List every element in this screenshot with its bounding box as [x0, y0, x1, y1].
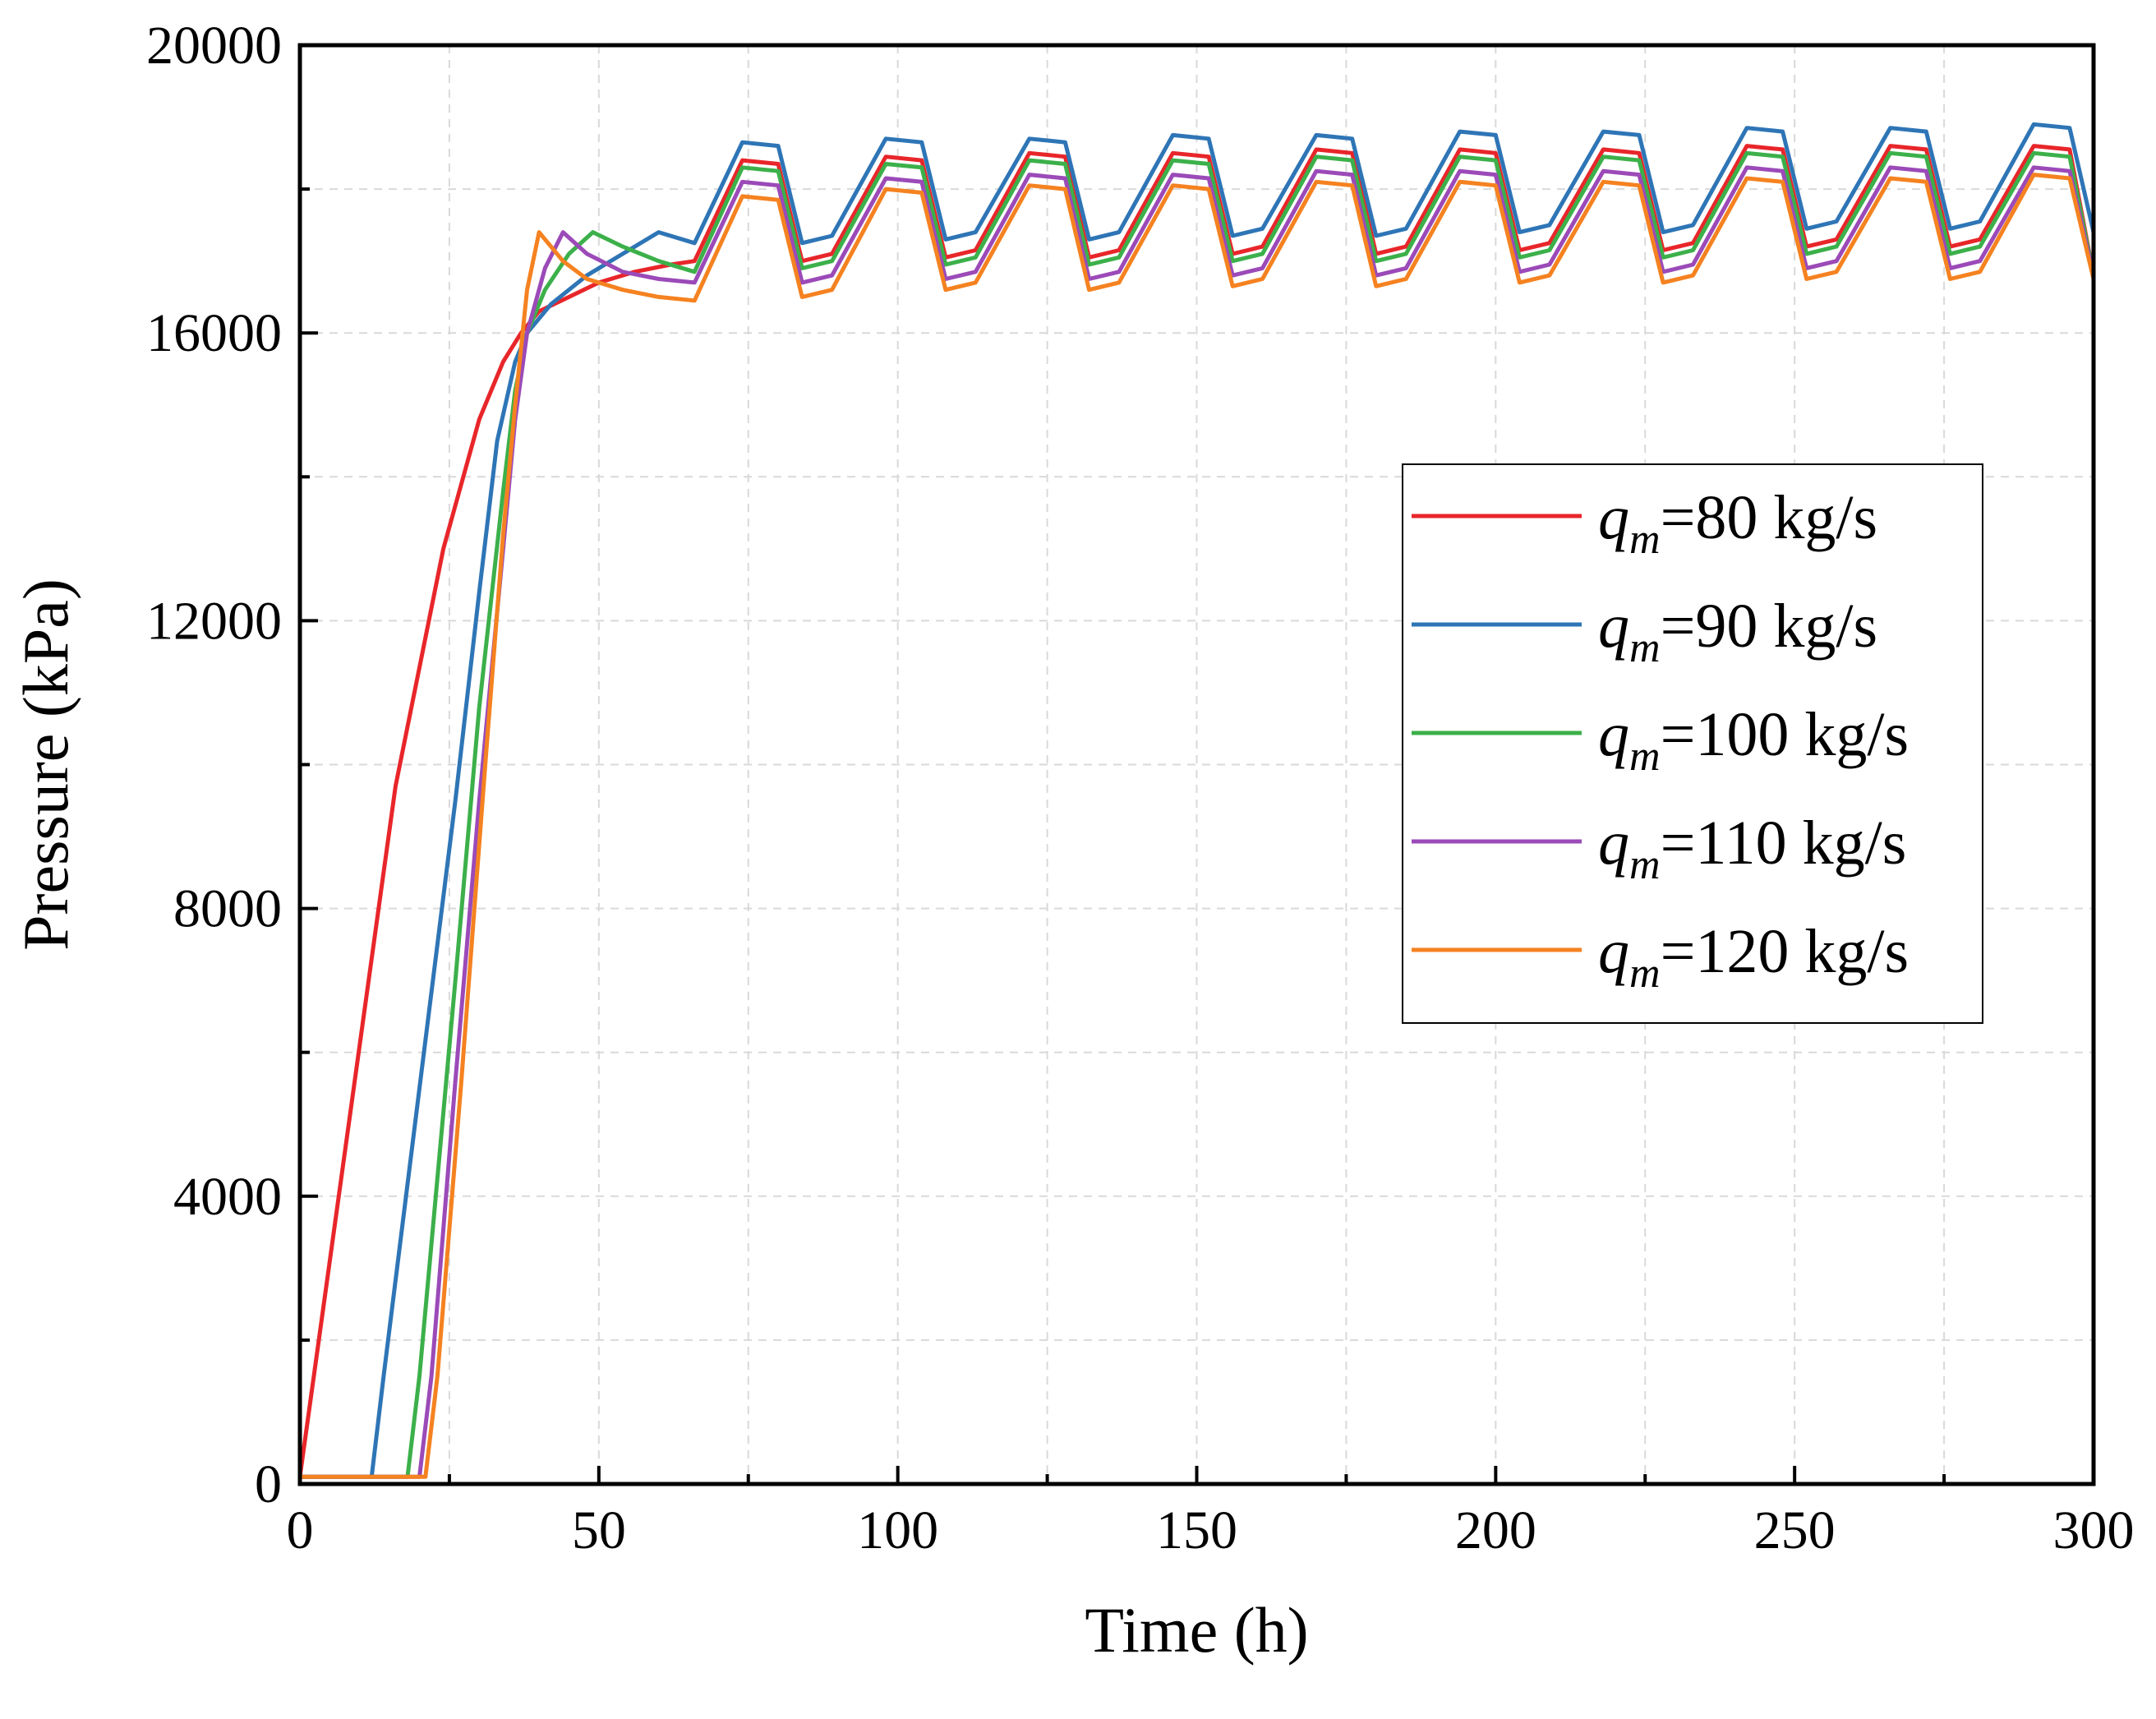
y-tick-label: 8000: [173, 879, 282, 939]
series-lines: [297, 122, 2096, 1479]
legend-label: qm=80 kg/s: [1598, 483, 1877, 563]
legend-label: qm=120 kg/s: [1598, 917, 1909, 997]
legend-item: qm=120 kg/s: [1412, 917, 1909, 997]
series-line-3: [297, 150, 2096, 1479]
legend-box: [1402, 463, 1983, 1024]
x-tick-label: 300: [2053, 1500, 2135, 1560]
legend-label: qm=110 kg/s: [1598, 809, 1906, 888]
x-tick-label: 0: [287, 1500, 314, 1560]
y-tick-label: 0: [255, 1454, 282, 1514]
series-line-5: [297, 173, 2096, 1479]
series-line-2: [297, 122, 2096, 1479]
axis-tick-labels: 0 50 100 150 200 250 300 0 4000 8000 12000 16000 200…: [146, 16, 2135, 1560]
x-tick-label: 250: [1754, 1500, 1836, 1560]
legend-label: qm=100 kg/s: [1598, 700, 1909, 780]
x-axis-title: Time (h): [1085, 1594, 1308, 1666]
x-tick-label: 50: [572, 1500, 626, 1560]
legend-item: qm=110 kg/s: [1412, 809, 1906, 888]
x-tick-label: 150: [1156, 1500, 1237, 1560]
y-tick-label: 4000: [173, 1167, 282, 1227]
legend: qm=80 kg/s qm=90 kg/s qm=100 kg/s qm=110 kg…: [1402, 463, 1983, 1024]
axis-ticks: [298, 44, 2095, 1486]
legend-label: qm=90 kg/s: [1598, 592, 1877, 671]
legend-items: qm=80 kg/s qm=90 kg/s qm=100 kg/s qm=110 kg…: [1412, 483, 1909, 997]
legend-item: qm=80 kg/s: [1412, 483, 1877, 563]
series-line-4: [297, 165, 2096, 1479]
y-tick-label: 20000: [146, 16, 282, 76]
y-tick-label: 12000: [146, 591, 282, 651]
x-tick-label: 200: [1455, 1500, 1536, 1560]
x-tick-label: 100: [857, 1500, 938, 1560]
legend-item: qm=90 kg/s: [1412, 592, 1877, 671]
y-tick-label: 16000: [146, 303, 282, 363]
y-axis-title: Pressure (kPa): [10, 578, 81, 951]
legend-item: qm=100 kg/s: [1412, 700, 1909, 780]
